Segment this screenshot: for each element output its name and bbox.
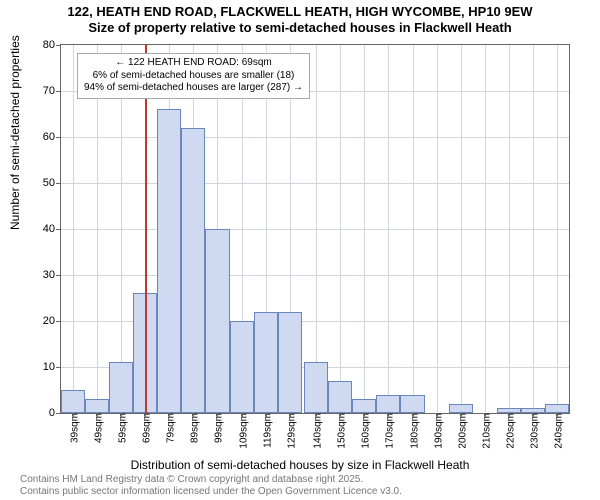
x-tick-mark [97,413,98,418]
x-tick-mark [266,413,267,418]
histogram-bar [61,390,85,413]
histogram-bar [328,381,352,413]
histogram-bar [109,362,133,413]
x-tick-mark [340,413,341,418]
footer-line-1: Contains HM Land Registry data © Crown c… [20,474,402,486]
x-tick-mark [242,413,243,418]
x-tick-mark [461,413,462,418]
y-tick-mark [56,413,61,414]
annotation-box: ← 122 HEATH END ROAD: 69sqm 6% of semi-d… [77,53,310,99]
x-tick-label: 170sqm [381,413,396,449]
x-tick-label: 200sqm [453,413,468,449]
x-tick-mark [217,413,218,418]
annotation-line-2: 6% of semi-detached houses are smaller (… [84,70,303,83]
gridline-v [509,45,510,413]
y-tick-mark [56,229,61,230]
gridline-v [437,45,438,413]
x-tick-label: 150sqm [333,413,348,449]
y-tick-mark [56,183,61,184]
footer-attribution: Contains HM Land Registry data © Crown c… [20,474,402,498]
footer-line-2: Contains public sector information licen… [20,486,402,498]
x-tick-label: 210sqm [477,413,492,449]
histogram-bar [205,229,229,413]
title-line-1: 122, HEATH END ROAD, FLACKWELL HEATH, HI… [0,4,600,20]
x-tick-mark [437,413,438,418]
histogram-bar [352,399,376,413]
y-tick-mark [56,367,61,368]
histogram-bar [376,395,400,413]
x-tick-label: 119sqm [258,413,273,448]
x-tick-label: 240sqm [549,413,564,449]
gridline-v [364,45,365,413]
gridline-h [61,183,569,184]
gridline-v [557,45,558,413]
annotation-line-1: ← 122 HEATH END ROAD: 69sqm [84,57,303,70]
histogram-bar [521,408,545,413]
gridline-v [485,45,486,413]
x-tick-mark [121,413,122,418]
gridline-h [61,275,569,276]
x-tick-mark [73,413,74,418]
x-tick-mark [169,413,170,418]
x-tick-mark [290,413,291,418]
x-tick-label: 160sqm [357,413,372,449]
x-tick-mark [557,413,558,418]
histogram-bar [181,128,205,413]
annotation-line-3: 94% of semi-detached houses are larger (… [84,82,303,95]
title-line-2: Size of property relative to semi-detach… [0,20,600,36]
histogram-bar [400,395,424,413]
x-tick-mark [509,413,510,418]
y-tick-mark [56,137,61,138]
x-tick-label: 220sqm [501,413,516,449]
gridline-v [316,45,317,413]
gridline-h [61,229,569,230]
x-tick-mark [413,413,414,418]
gridline-v [413,45,414,413]
x-tick-mark [193,413,194,418]
y-tick-mark [56,45,61,46]
histogram-bar [449,404,473,413]
y-tick-mark [56,91,61,92]
title-block: 122, HEATH END ROAD, FLACKWELL HEATH, HI… [0,0,600,35]
histogram-bar [304,362,328,413]
histogram-bar [254,312,278,413]
x-tick-label: 129sqm [282,413,297,449]
histogram-bar [278,312,302,413]
y-tick-mark [56,275,61,276]
x-tick-label: 140sqm [309,413,324,449]
x-tick-mark [485,413,486,418]
histogram-bar [157,109,181,413]
x-tick-mark [364,413,365,418]
plot-area: 0102030405060708039sqm49sqm59sqm69sqm79s… [60,44,570,414]
x-axis-label: Distribution of semi-detached houses by … [0,458,600,472]
gridline-h [61,137,569,138]
x-tick-label: 190sqm [429,413,444,449]
gridline-v [388,45,389,413]
y-axis-label: Number of semi-detached properties [8,35,22,230]
x-tick-mark [145,413,146,418]
histogram-bar [230,321,254,413]
gridline-v [533,45,534,413]
gridline-v [461,45,462,413]
y-tick-mark [56,321,61,322]
histogram-bar [497,408,521,413]
reference-line [145,45,147,413]
x-tick-label: 109sqm [234,413,249,449]
gridline-v [73,45,74,413]
gridline-v [340,45,341,413]
gridline-v [121,45,122,413]
chart-container: 122, HEATH END ROAD, FLACKWELL HEATH, HI… [0,0,600,500]
x-tick-mark [533,413,534,418]
x-tick-mark [388,413,389,418]
histogram-bar [545,404,569,413]
gridline-v [97,45,98,413]
x-tick-mark [316,413,317,418]
histogram-bar [85,399,109,413]
x-tick-label: 230sqm [525,413,540,449]
x-tick-label: 180sqm [405,413,420,449]
